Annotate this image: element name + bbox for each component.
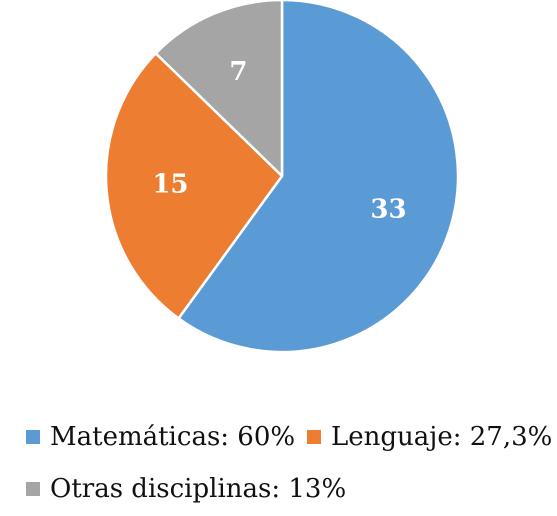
pie-slice-matemáticas xyxy=(177,0,460,354)
data-label-matemáticas: 33 xyxy=(370,195,406,225)
data-label-lenguaje: 15 xyxy=(152,170,188,200)
pie-slice-otras-disciplinas xyxy=(154,0,284,178)
pie-slice-lenguaje xyxy=(104,52,284,320)
data-label-otras-disciplinas: 7 xyxy=(229,57,247,87)
